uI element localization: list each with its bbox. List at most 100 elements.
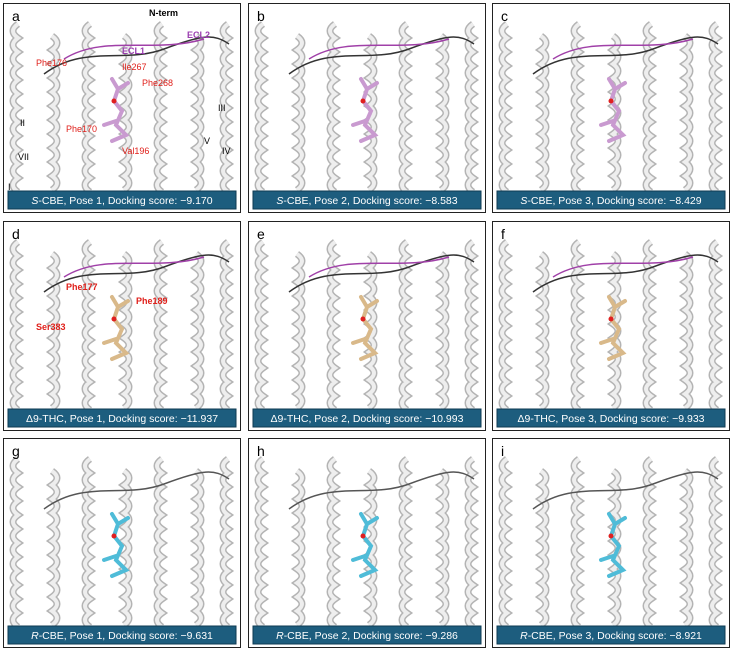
caption-text: -CBE, Pose 3, Docking score: −8.429: [527, 195, 701, 207]
helix-highlight: [710, 22, 721, 194]
helix-highlight: [192, 34, 203, 192]
annotation: V: [204, 136, 210, 146]
helix-highlight: [155, 239, 166, 412]
helix-highlight: [572, 457, 583, 629]
annotation: III: [218, 103, 226, 113]
helix-highlight: [11, 457, 22, 629]
caption-italic: S: [31, 195, 38, 207]
helix-highlight: [644, 22, 655, 194]
helix-highlight: [681, 34, 692, 192]
ligand: [350, 512, 379, 578]
helix-highlight: [192, 251, 203, 410]
helix-highlight: [293, 469, 304, 627]
annotation: ECL2: [187, 30, 210, 40]
caption-bar: [496, 625, 726, 645]
panel: f Δ9-THC, Pose 3, Docking score: −9.933: [492, 220, 730, 431]
panel-image: f Δ9-THC, Pose 3, Docking score: −9.933: [496, 226, 726, 427]
loop: [288, 36, 474, 75]
ligand: [599, 512, 627, 578]
loop-ecl: [63, 255, 205, 278]
helix-highlight: [83, 22, 94, 194]
helix-highlight: [120, 251, 131, 410]
panel: g R-CBE, Pose 1, Docking score: −9.631: [3, 438, 241, 648]
helix-highlight: [11, 239, 22, 412]
helix-highlight: [120, 34, 131, 192]
ligand-atom: [360, 316, 365, 321]
helix-highlight: [255, 239, 266, 412]
annotation: I: [8, 182, 11, 192]
loop-ecl: [63, 38, 205, 60]
helix-highlight: [155, 22, 166, 194]
caption-bar: [252, 625, 481, 645]
panel: Phe177 Phe189 Ser383 d Δ9-THC, Pose 1, Docki…: [3, 220, 241, 431]
ligand-atom: [608, 316, 614, 321]
ligand-atom: [111, 98, 117, 104]
caption-bar: [7, 408, 237, 427]
helix-highlight: [83, 239, 94, 412]
helix-highlight: [437, 251, 448, 410]
loop: [288, 253, 474, 293]
caption-italic: R: [520, 630, 528, 642]
helix-highlight: [365, 469, 376, 627]
helix-highlight: [399, 22, 410, 194]
panel-image: b S-CBE, Pose 2, Docking score: −8.583: [252, 8, 481, 210]
caption: Δ9-THC, Pose 2, Docking score: −10.993: [270, 413, 463, 425]
panel: c S-CBE, Pose 3, Docking score: −8.429: [492, 3, 730, 213]
caption: S-CBE, Pose 2, Docking score: −8.583: [276, 195, 457, 207]
panel-letter: d: [12, 226, 20, 242]
helix-highlight: [48, 34, 59, 192]
caption-italic: S: [276, 195, 283, 207]
annotation: IV: [222, 146, 231, 156]
panel-letter: g: [12, 443, 20, 459]
caption-bar: [7, 625, 237, 645]
caption-bar: [252, 190, 481, 210]
helix-highlight: [710, 457, 721, 629]
panel: i R-CBE, Pose 3, Docking score: −8.921: [492, 438, 730, 648]
ligand-atom: [608, 533, 614, 539]
ligand-atom: [111, 316, 117, 321]
annotation: II: [20, 118, 25, 128]
caption: S-CBE, Pose 1, Docking score: −9.170: [31, 195, 212, 207]
annotation: Phe177: [66, 282, 98, 292]
helix-highlight: [465, 22, 476, 194]
annotation: Ser383: [36, 322, 66, 332]
helix-highlight: [48, 251, 59, 410]
annotation: VII: [18, 152, 29, 162]
helix-highlight: [293, 251, 304, 410]
ligand-atom: [360, 98, 365, 104]
helix-highlight: [365, 251, 376, 410]
caption-text: Δ9-THC, Pose 3, Docking score: −9.933: [517, 413, 704, 425]
helix-highlight: [327, 22, 338, 194]
helix-highlight: [465, 239, 476, 412]
panel-image: h R-CBE, Pose 2, Docking score: −9.286: [252, 443, 481, 645]
panel: N-term ECL1 ECL2 Phe176 Ile267 Phe268 Phe170 Va…: [3, 3, 241, 213]
loop: [532, 36, 719, 75]
helix-highlight: [221, 457, 232, 629]
loop: [43, 471, 230, 510]
panel-letter: a: [12, 8, 20, 24]
helix-highlight: [83, 457, 94, 629]
helix-highlight: [500, 239, 511, 412]
caption-text: -CBE, Pose 2, Docking score: −8.583: [283, 195, 457, 207]
caption-italic: S: [520, 195, 527, 207]
caption: Δ9-THC, Pose 1, Docking score: −11.937: [26, 413, 218, 425]
loop-ecl: [308, 38, 449, 60]
caption-bar: [252, 408, 481, 427]
helix-highlight: [681, 251, 692, 410]
panel-letter: h: [257, 443, 265, 459]
panel-image: e Δ9-THC, Pose 2, Docking score: −10.993: [252, 226, 481, 427]
helix-highlight: [500, 22, 511, 194]
ligand: [599, 294, 627, 361]
helix-highlight: [437, 469, 448, 627]
loop-ecl: [552, 38, 694, 60]
annotation: Phe176: [36, 58, 67, 68]
ligand-atom: [608, 98, 614, 104]
helix-highlight: [365, 34, 376, 192]
ligand: [102, 294, 130, 361]
helix-highlight: [500, 457, 511, 629]
caption-bar: [7, 190, 237, 210]
helix-highlight: [537, 251, 548, 410]
caption-italic: R: [276, 630, 284, 642]
helix-highlight: [255, 457, 266, 629]
